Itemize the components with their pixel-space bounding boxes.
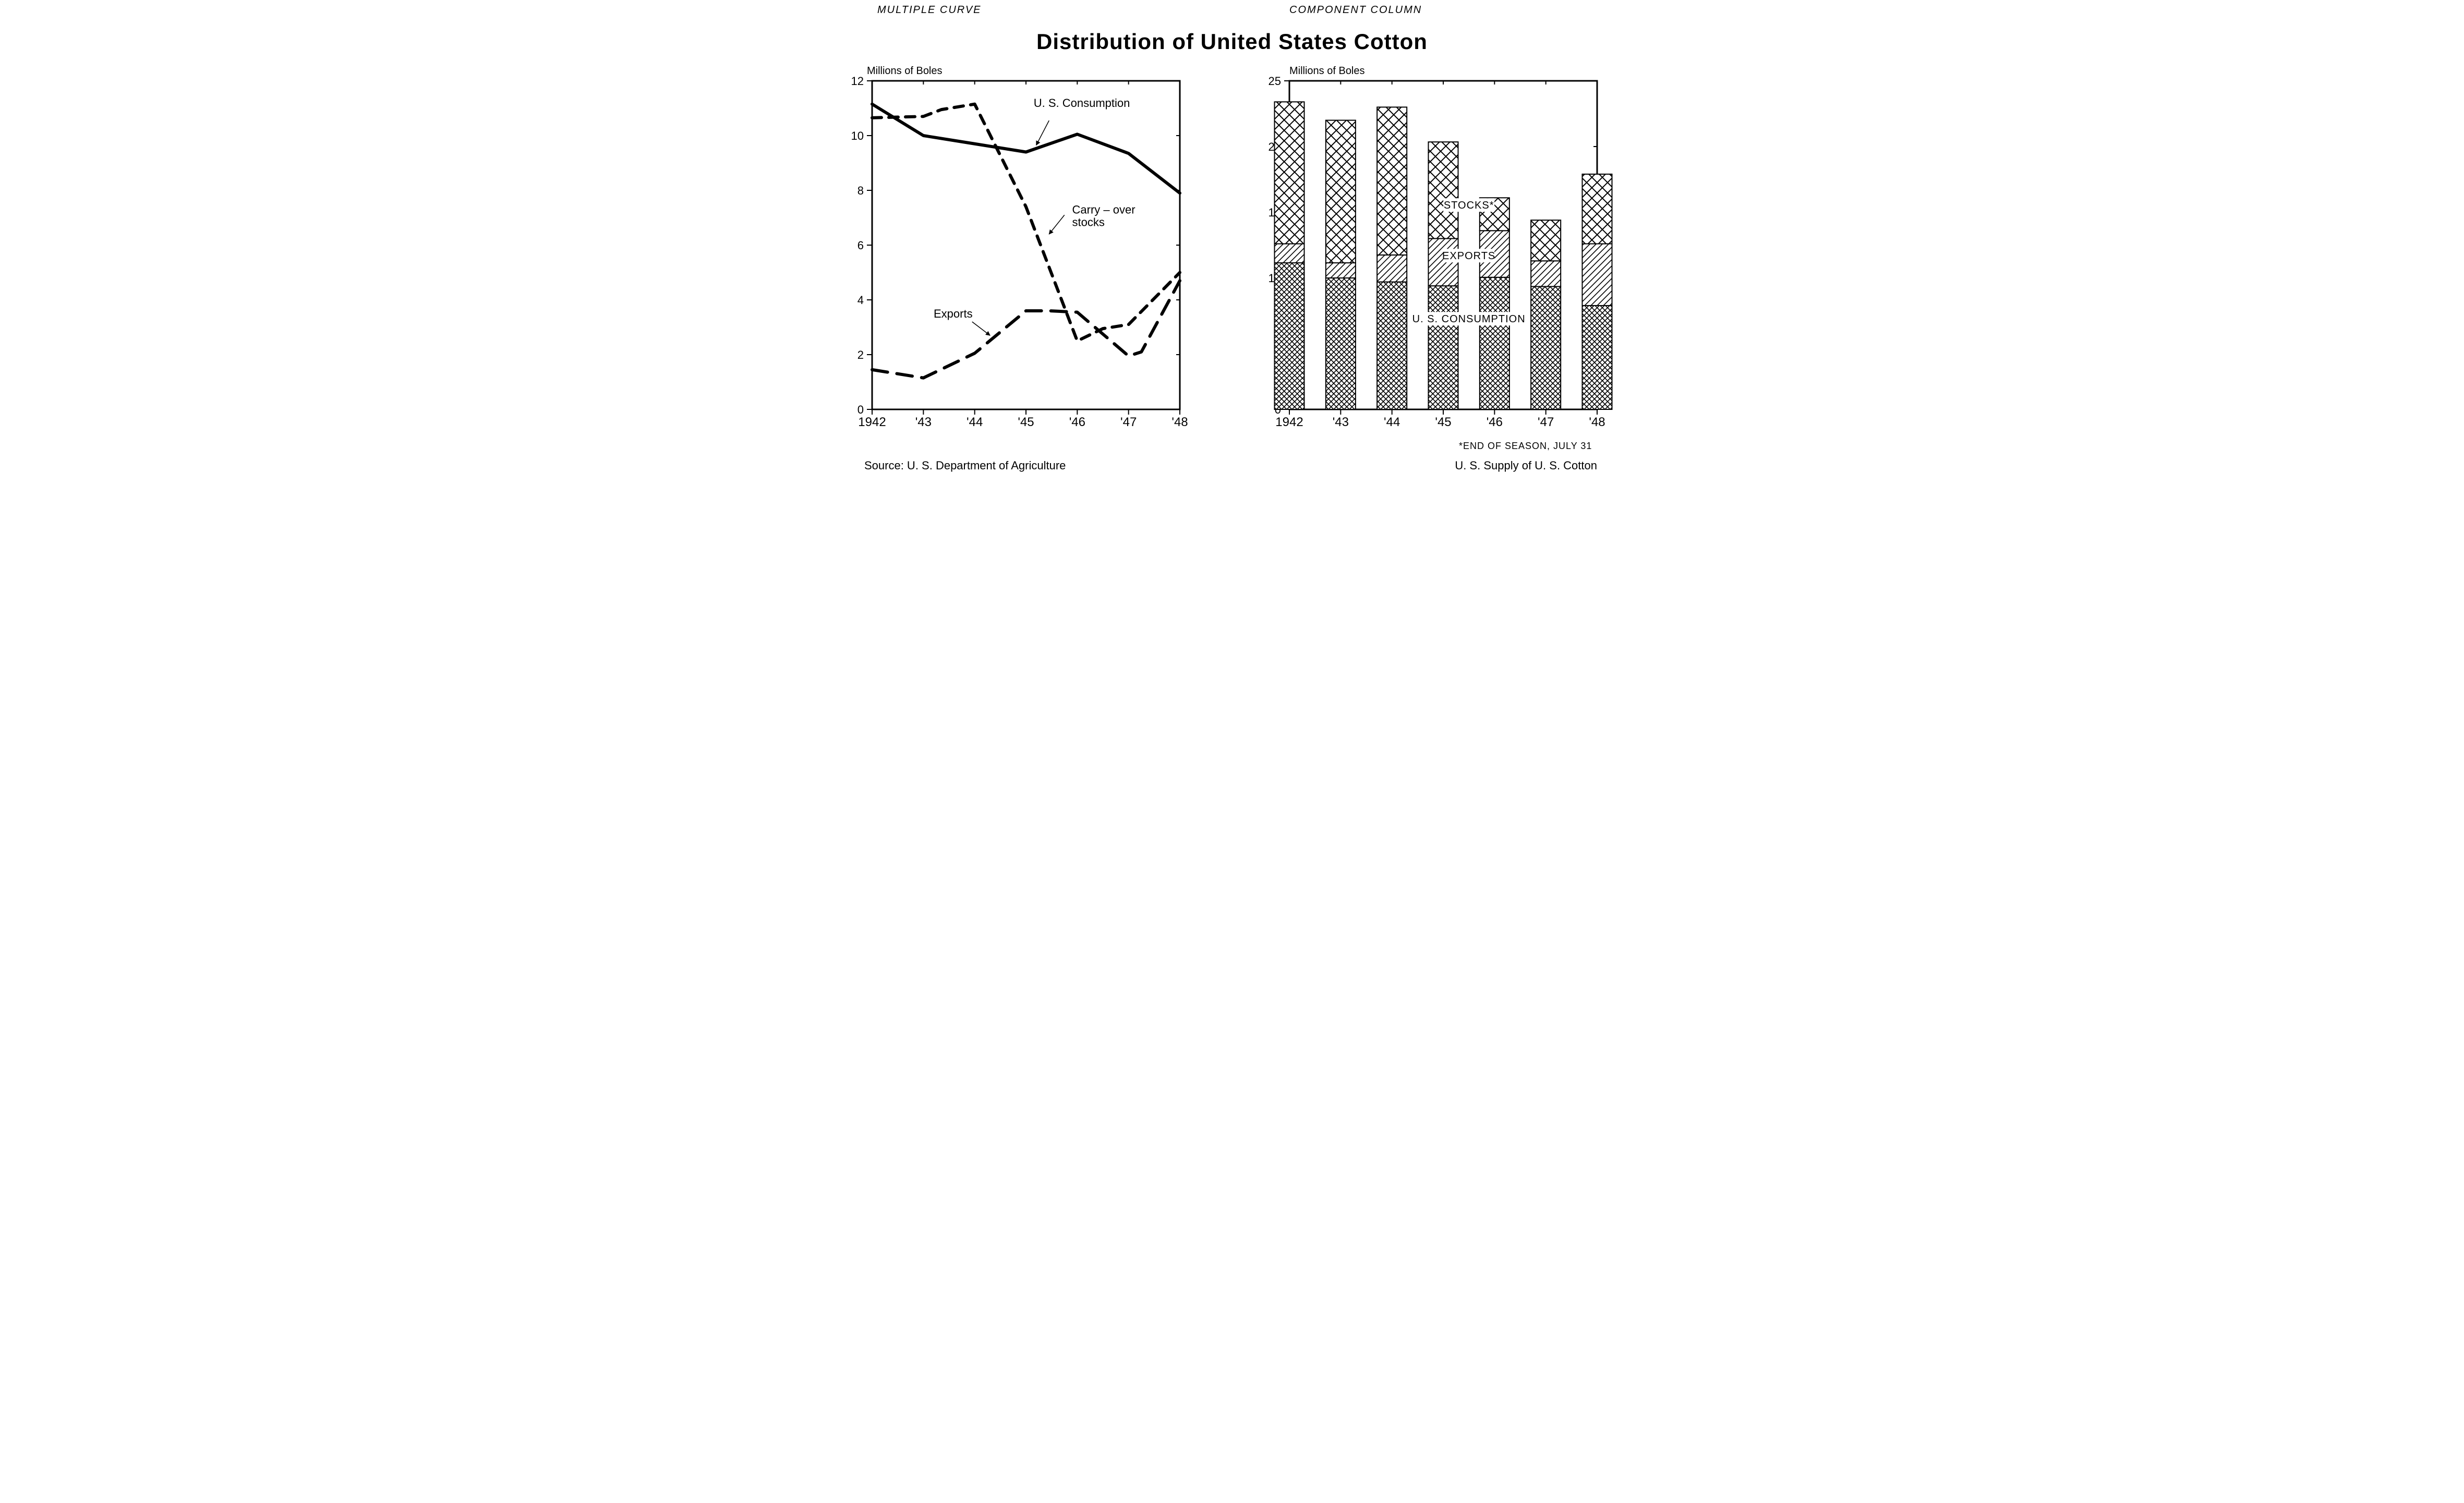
bar-segment <box>1377 107 1407 255</box>
right-caption: U. S. Supply of U. S. Cotton <box>1455 459 1597 472</box>
bar-segment <box>1274 244 1304 263</box>
bar-segment <box>1480 277 1509 409</box>
bar-segment <box>1428 142 1458 238</box>
header-right: COMPONENT COLUMN <box>1289 4 1422 16</box>
line-series <box>872 281 1180 378</box>
bar-segment <box>1428 286 1458 409</box>
svg-text:'43: '43 <box>915 415 932 429</box>
line-series <box>872 104 1180 193</box>
svg-text:0: 0 <box>857 403 864 416</box>
svg-text:1942: 1942 <box>858 415 886 429</box>
svg-text:2: 2 <box>857 348 864 361</box>
svg-text:'47: '47 <box>1538 415 1554 429</box>
svg-text:'48: '48 <box>1171 415 1188 429</box>
bar-segment <box>1274 102 1304 244</box>
svg-text:'44: '44 <box>1384 415 1400 429</box>
footnote: *END OF SEASON, JULY 31 <box>1459 441 1592 452</box>
svg-text:'43: '43 <box>1333 415 1349 429</box>
source-line: Source: U. S. Department of Agriculture <box>864 459 1066 472</box>
svg-text:'46: '46 <box>1069 415 1085 429</box>
svg-text:stocks: stocks <box>1072 216 1105 229</box>
bar-segment <box>1582 306 1612 409</box>
line-chart: 0 2 4 6 8 10 12 1942 '43 '44 '45 '46 '47 '48 U. S. Con… <box>836 68 1222 443</box>
bar-segment <box>1326 120 1356 263</box>
bar-segment-label: EXPORTS <box>1442 250 1495 262</box>
svg-text:'45: '45 <box>1018 415 1034 429</box>
bar-segment <box>1377 255 1407 282</box>
bar-segment-label: U. S. CONSUMPTION <box>1412 313 1526 325</box>
svg-text:12: 12 <box>851 75 864 88</box>
bar-segment <box>1582 174 1612 244</box>
svg-text:U. S. Consumption: U. S. Consumption <box>1034 96 1130 110</box>
svg-text:25: 25 <box>1269 75 1281 88</box>
bar-chart: 05101520251942'43'44'45'46'47'48U. S. CO… <box>1253 68 1639 443</box>
svg-text:10: 10 <box>851 129 864 142</box>
bar-segment <box>1274 263 1304 409</box>
header-left: MULTIPLE CURVE <box>877 4 982 16</box>
bar-segment <box>1377 282 1407 409</box>
bar-segment <box>1326 278 1356 409</box>
page-title: Distribution of United States Cotton <box>836 29 1628 54</box>
svg-text:'44: '44 <box>967 415 983 429</box>
bar-segment <box>1531 220 1561 261</box>
svg-text:6: 6 <box>857 239 864 252</box>
svg-text:'47: '47 <box>1120 415 1137 429</box>
svg-text:'48: '48 <box>1589 415 1605 429</box>
bar-segment <box>1582 244 1612 305</box>
bar-segment <box>1531 261 1561 286</box>
svg-text:'45: '45 <box>1435 415 1451 429</box>
svg-text:8: 8 <box>857 184 864 197</box>
line-series <box>872 104 1180 341</box>
svg-text:Exports: Exports <box>934 307 973 320</box>
svg-text:4: 4 <box>857 294 864 307</box>
svg-text:Carry – over: Carry – over <box>1072 203 1136 216</box>
svg-text:'46: '46 <box>1487 415 1503 429</box>
page-root: MULTIPLE CURVE COMPONENT COLUMN Distribu… <box>836 0 1628 485</box>
bar-segment-label: STOCKS* <box>1444 200 1494 211</box>
bar-segment <box>1326 263 1356 278</box>
bar-segment <box>1531 286 1561 409</box>
svg-text:1942: 1942 <box>1275 415 1303 429</box>
